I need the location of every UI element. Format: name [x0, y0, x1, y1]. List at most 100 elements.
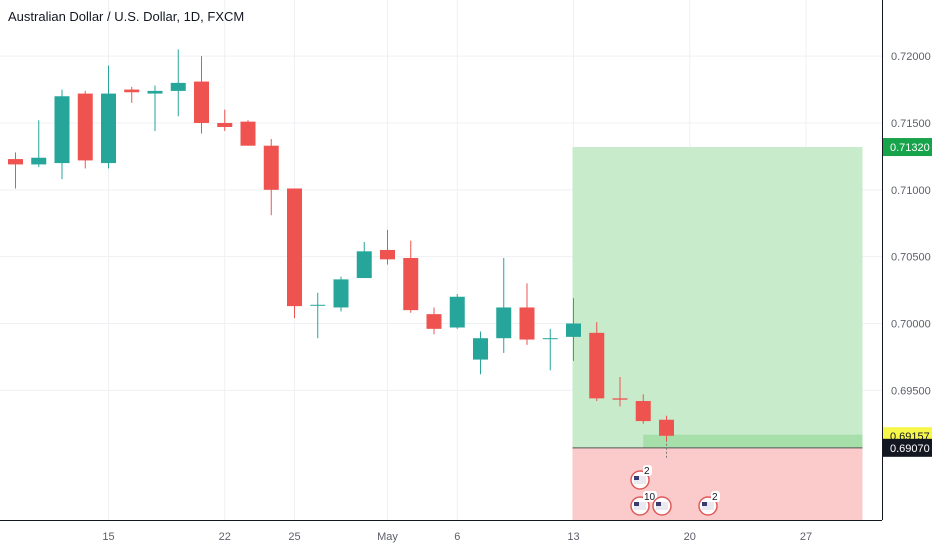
candle	[101, 65, 116, 169]
candle-body	[31, 157, 47, 165]
candle	[356, 241, 372, 279]
event-marker[interactable]	[652, 496, 672, 516]
candle-body	[449, 296, 465, 328]
time-axis[interactable]	[0, 520, 882, 551]
flag-stripes	[634, 502, 646, 510]
candle	[426, 307, 442, 335]
candle-body	[403, 257, 419, 311]
event-marker[interactable]: 2	[698, 491, 720, 516]
candle	[542, 328, 558, 371]
target-price-label-text: 0.71320	[890, 142, 930, 154]
entry-price-label-text: 0.69070	[890, 443, 930, 455]
candle-body	[519, 307, 535, 340]
candle-body	[101, 93, 116, 164]
flag-stripes	[702, 502, 714, 510]
time-tick-label: 13	[567, 531, 579, 543]
candle-body	[333, 279, 349, 308]
candle-body	[287, 188, 302, 307]
candle	[31, 120, 47, 168]
profit-zone[interactable]	[572, 147, 863, 448]
candle	[589, 322, 605, 402]
candle-body	[589, 332, 605, 399]
event-count-bg	[643, 491, 657, 502]
candle-body	[194, 81, 209, 123]
price-tick-label: 0.69500	[891, 385, 931, 397]
candle	[519, 283, 535, 345]
candle	[403, 240, 419, 313]
candle	[77, 90, 93, 169]
entry-price-label-bg	[883, 438, 932, 457]
event-count-bg	[711, 491, 720, 502]
candle-body	[542, 338, 558, 340]
loss-zone[interactable]	[572, 447, 863, 520]
candle	[612, 376, 628, 407]
candle-body	[426, 314, 442, 329]
candle-body	[473, 338, 488, 360]
event-count: 10	[644, 492, 656, 503]
price-axis[interactable]	[882, 0, 932, 520]
candle	[473, 331, 488, 375]
time-tick-label: 22	[219, 531, 231, 543]
event-count: 2	[644, 466, 650, 477]
flag-canton	[656, 502, 661, 506]
target-price-label: 0.71320	[883, 138, 932, 157]
time-tick-label: May	[377, 531, 398, 543]
price-axis-labels: 0.72000 0.71500 0.71000 0.70500 0.70000 0.695…	[883, 51, 932, 457]
long-position-zones[interactable]	[572, 147, 863, 520]
candle-body	[147, 90, 163, 94]
candle	[566, 298, 581, 361]
target-price-label-bg	[883, 138, 932, 157]
price-tick-label: 0.71500	[891, 118, 931, 130]
time-tick-label: 20	[684, 531, 696, 543]
candle-body	[356, 251, 372, 279]
candle-body	[54, 96, 70, 164]
candle	[659, 415, 674, 442]
candle	[124, 86, 140, 103]
event-count: 2	[712, 492, 718, 503]
candle-body	[566, 323, 581, 337]
candle	[240, 120, 256, 146]
time-tick-label: 25	[288, 531, 300, 543]
event-markers[interactable]: 2 10 2	[630, 465, 720, 516]
price-tick-label: 0.71000	[891, 185, 931, 197]
candle	[54, 89, 70, 180]
candle-body	[659, 419, 674, 436]
event-marker[interactable]: 10	[630, 491, 657, 516]
current-price-band	[643, 434, 863, 448]
chart-title: Australian Dollar / U.S. Dollar, 1D, FXC…	[8, 9, 245, 24]
candle	[635, 394, 651, 424]
candle-body	[612, 398, 628, 400]
candle-body	[124, 89, 140, 93]
flag-canton	[702, 502, 707, 506]
candle-body	[77, 93, 93, 161]
candle-body	[263, 145, 279, 190]
candle	[194, 56, 209, 134]
flag-canton	[634, 502, 639, 506]
candle-body	[240, 121, 256, 146]
time-tick-label: 27	[800, 531, 812, 543]
candle-body	[635, 401, 651, 422]
flag-stripes	[656, 502, 668, 510]
candle-body	[496, 307, 512, 339]
time-axis-labels: 15 22 25 May 6 13 20 27	[102, 531, 812, 543]
price-tick-label: 0.70500	[891, 252, 931, 264]
candle	[287, 188, 302, 319]
candlestick-series	[8, 49, 674, 442]
candle	[263, 139, 279, 216]
candle	[496, 257, 512, 353]
candle-body	[170, 82, 186, 91]
candle-body	[380, 249, 395, 260]
candle	[217, 109, 233, 132]
candle-body	[310, 304, 326, 306]
candle	[147, 85, 163, 132]
time-tick-label: 15	[102, 531, 114, 543]
candle	[8, 152, 23, 189]
time-tick-label: 6	[454, 531, 460, 543]
event-marker[interactable]: 2	[630, 465, 652, 490]
entry-price-label: 0.69070	[883, 438, 932, 457]
price-tick-label: 0.70000	[891, 318, 931, 330]
price-tick-label: 0.72000	[891, 51, 931, 63]
candle-body	[8, 159, 23, 165]
candle	[310, 292, 326, 339]
